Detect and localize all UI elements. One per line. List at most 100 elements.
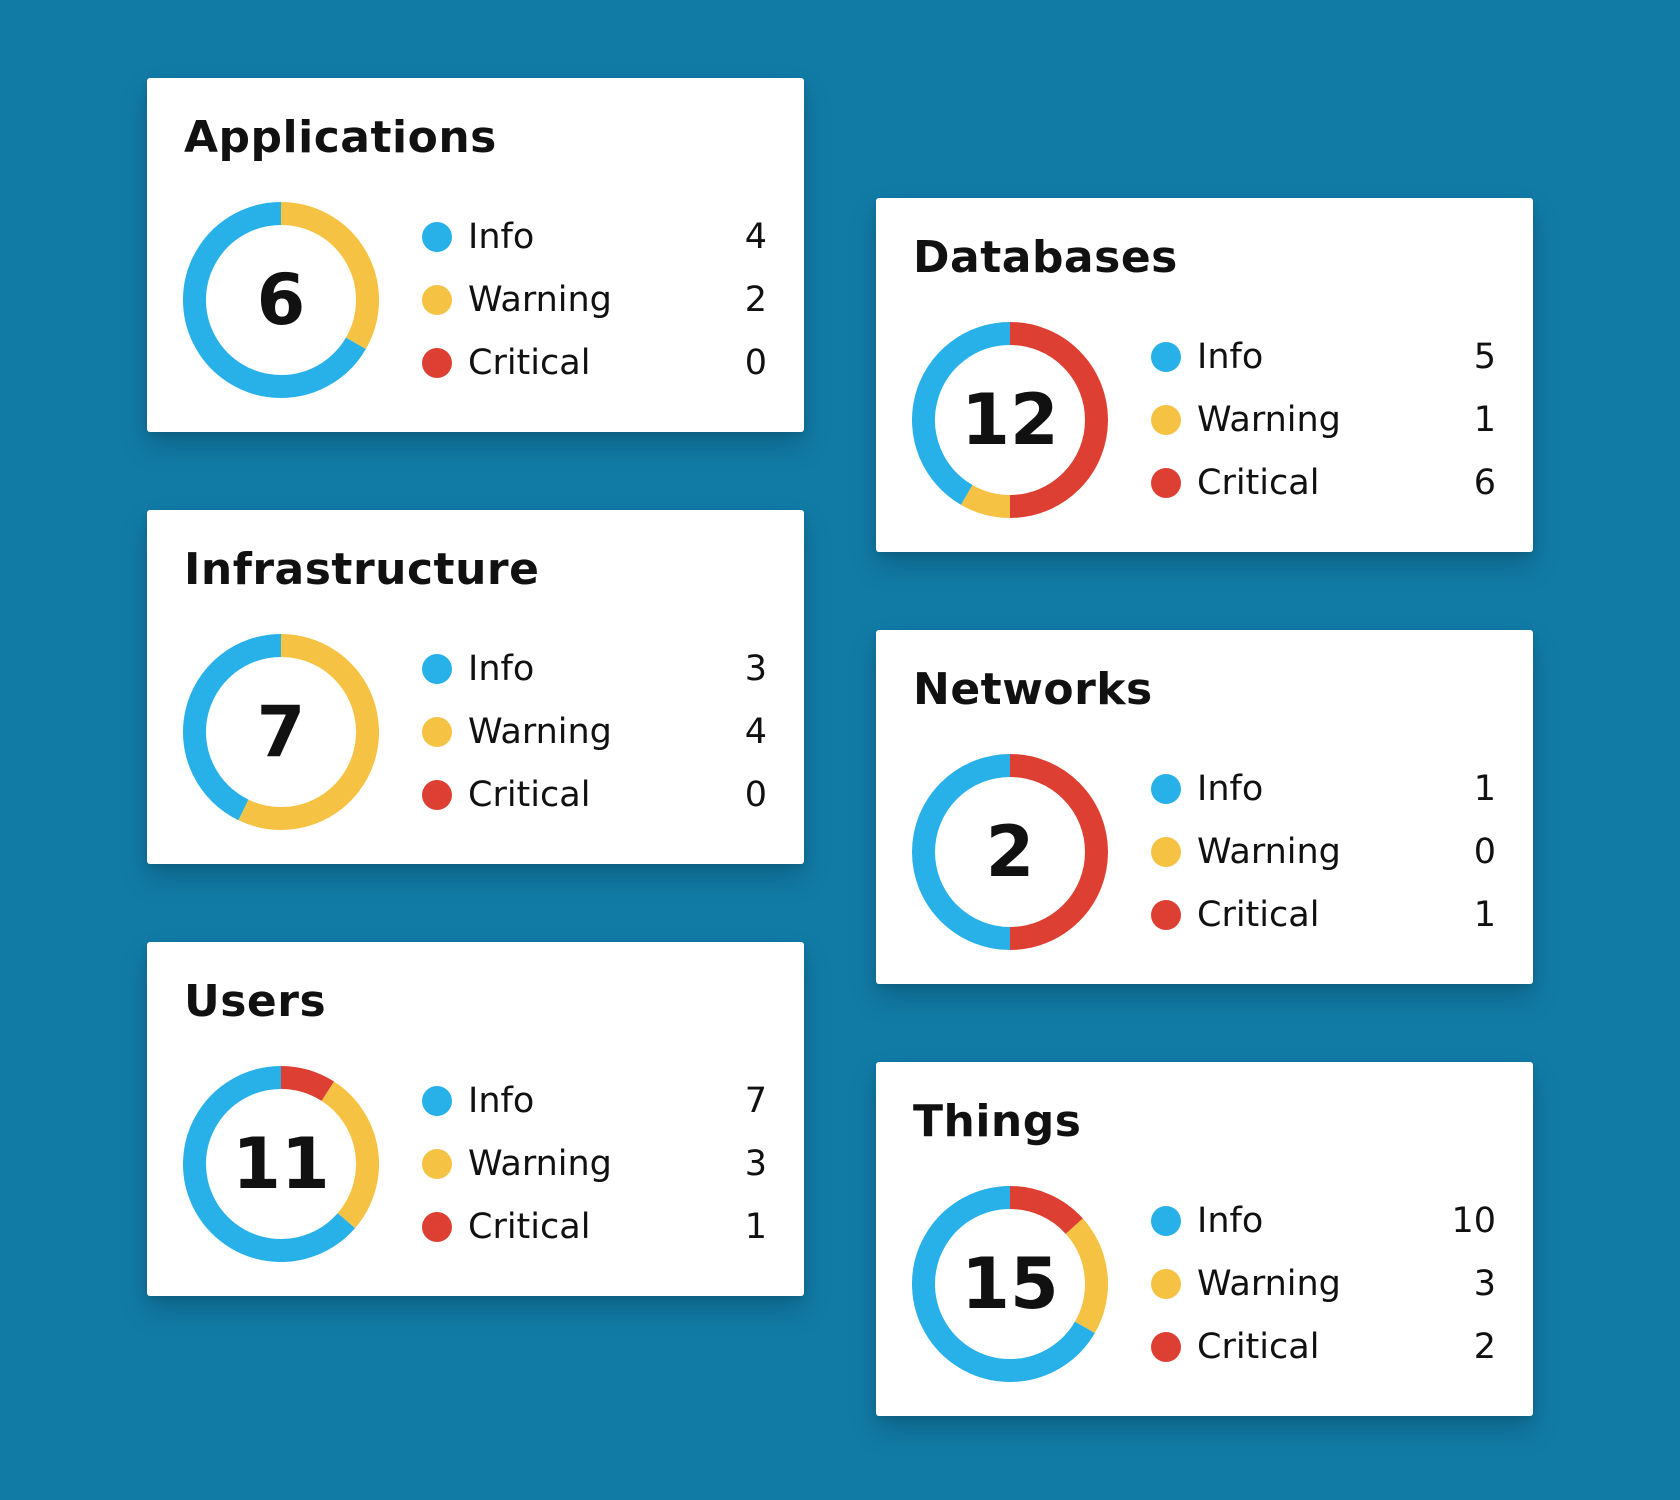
warning-dot-icon: [422, 716, 452, 747]
legend-row-info: Info 10: [1151, 1189, 1496, 1252]
legend-row-warning: Warning 0: [1151, 820, 1496, 883]
donut-chart: 15: [912, 1186, 1108, 1382]
legend-label: Info: [468, 1080, 535, 1121]
critical-dot-icon: [1151, 1331, 1181, 1362]
info-segment: [183, 202, 366, 398]
critical-segment: [1009, 1186, 1083, 1235]
legend-value: 1: [1473, 768, 1496, 809]
legend-label: Critical: [468, 774, 591, 815]
legend-row-critical: Critical 0: [422, 763, 767, 826]
donut-svg: [183, 634, 379, 830]
donut-chart: 12: [912, 322, 1108, 518]
networks-card: Networks 2 Info 1 Warning 0 Critical 1: [876, 630, 1533, 984]
critical-dot-icon: [422, 779, 452, 810]
donut-total: 12: [961, 379, 1059, 461]
legend-value: 0: [744, 774, 767, 815]
donut-chart: 2: [912, 754, 1108, 950]
legend-row-critical: Critical 0: [422, 331, 767, 394]
card-title: Networks: [913, 664, 1153, 715]
legend-label: Info: [468, 648, 535, 689]
legend-row-info: Info 3: [422, 637, 767, 700]
card-title: Things: [913, 1096, 1082, 1147]
databases-card: Databases 12 Info 5 Warning 1 Critical 6: [876, 198, 1533, 552]
info-segment: [912, 1186, 1095, 1382]
legend-value: 0: [744, 342, 767, 383]
legend-row-info: Info 4: [422, 205, 767, 268]
warning-segment: [1065, 1218, 1108, 1333]
legend-value: 4: [744, 216, 767, 257]
critical-dot-icon: [422, 1211, 452, 1242]
warning-segment: [321, 1081, 379, 1229]
legend-row-warning: Warning 4: [422, 700, 767, 763]
legend: Info 1 Warning 0 Critical 1: [1151, 757, 1496, 946]
legend-row-warning: Warning 2: [422, 268, 767, 331]
legend-row-critical: Critical 1: [422, 1195, 767, 1258]
info-dot-icon: [422, 653, 452, 684]
info-dot-icon: [422, 1085, 452, 1116]
card-title: Databases: [913, 232, 1178, 283]
info-dot-icon: [422, 221, 452, 252]
donut-chart: 7: [183, 634, 379, 830]
users-card: Users 11 Info 7 Warning 3 Critical 1: [147, 942, 804, 1296]
warning-dot-icon: [1151, 404, 1181, 435]
legend-label: Warning: [468, 711, 612, 752]
donut-chart: 11: [183, 1066, 379, 1262]
legend-value: 1: [744, 1206, 767, 1247]
legend-label: Critical: [1197, 894, 1320, 935]
legend-value: 0: [1473, 831, 1496, 872]
legend-row-warning: Warning 3: [422, 1132, 767, 1195]
legend-value: 2: [744, 279, 767, 320]
warning-dot-icon: [422, 284, 452, 315]
legend-row-critical: Critical 1: [1151, 883, 1496, 946]
donut-total: 6: [256, 259, 306, 341]
info-segment: [912, 754, 1011, 950]
legend-value: 1: [1473, 399, 1496, 440]
legend-value: 4: [744, 711, 767, 752]
critical-segment: [280, 1066, 334, 1102]
donut-svg: [912, 322, 1108, 518]
legend-row-critical: Critical 2: [1151, 1315, 1496, 1378]
legend-label: Warning: [468, 1143, 612, 1184]
donut-total: 2: [985, 811, 1035, 893]
legend-label: Info: [468, 216, 535, 257]
legend-value: 5: [1473, 336, 1496, 377]
legend-label: Critical: [468, 342, 591, 383]
donut-svg: [183, 202, 379, 398]
donut-chart: 6: [183, 202, 379, 398]
legend: Info 3 Warning 4 Critical 0: [422, 637, 767, 826]
card-title: Infrastructure: [184, 544, 540, 595]
info-dot-icon: [1151, 1205, 1181, 1236]
legend-value: 3: [1473, 1263, 1496, 1304]
legend-row-warning: Warning 3: [1151, 1252, 1496, 1315]
things-card: Things 15 Info 10 Warning 3 Critical 2: [876, 1062, 1533, 1416]
legend-label: Warning: [1197, 831, 1341, 872]
legend-label: Info: [1197, 768, 1264, 809]
legend-label: Warning: [1197, 399, 1341, 440]
legend-label: Warning: [468, 279, 612, 320]
legend-row-info: Info 5: [1151, 325, 1496, 388]
legend-label: Critical: [468, 1206, 591, 1247]
donut-total: 15: [961, 1243, 1059, 1325]
legend-value: 7: [744, 1080, 767, 1121]
legend: Info 10 Warning 3 Critical 2: [1151, 1189, 1496, 1378]
applications-card: Applications 6 Info 4 Warning 2 Critical…: [147, 78, 804, 432]
warning-dot-icon: [1151, 836, 1181, 867]
legend-value: 10: [1451, 1200, 1496, 1241]
legend: Info 7 Warning 3 Critical 1: [422, 1069, 767, 1258]
warning-dot-icon: [422, 1148, 452, 1179]
legend-label: Info: [1197, 1200, 1264, 1241]
info-dot-icon: [1151, 341, 1181, 372]
legend-row-critical: Critical 6: [1151, 451, 1496, 514]
critical-dot-icon: [1151, 899, 1181, 930]
donut-svg: [912, 1186, 1108, 1382]
info-dot-icon: [1151, 773, 1181, 804]
legend-label: Warning: [1197, 1263, 1341, 1304]
legend-value: 2: [1473, 1326, 1496, 1367]
warning-segment: [238, 634, 379, 830]
legend-value: 3: [744, 648, 767, 689]
legend: Info 4 Warning 2 Critical 0: [422, 205, 767, 394]
donut-svg: [912, 754, 1108, 950]
card-title: Users: [184, 976, 327, 1027]
legend-label: Critical: [1197, 462, 1320, 503]
